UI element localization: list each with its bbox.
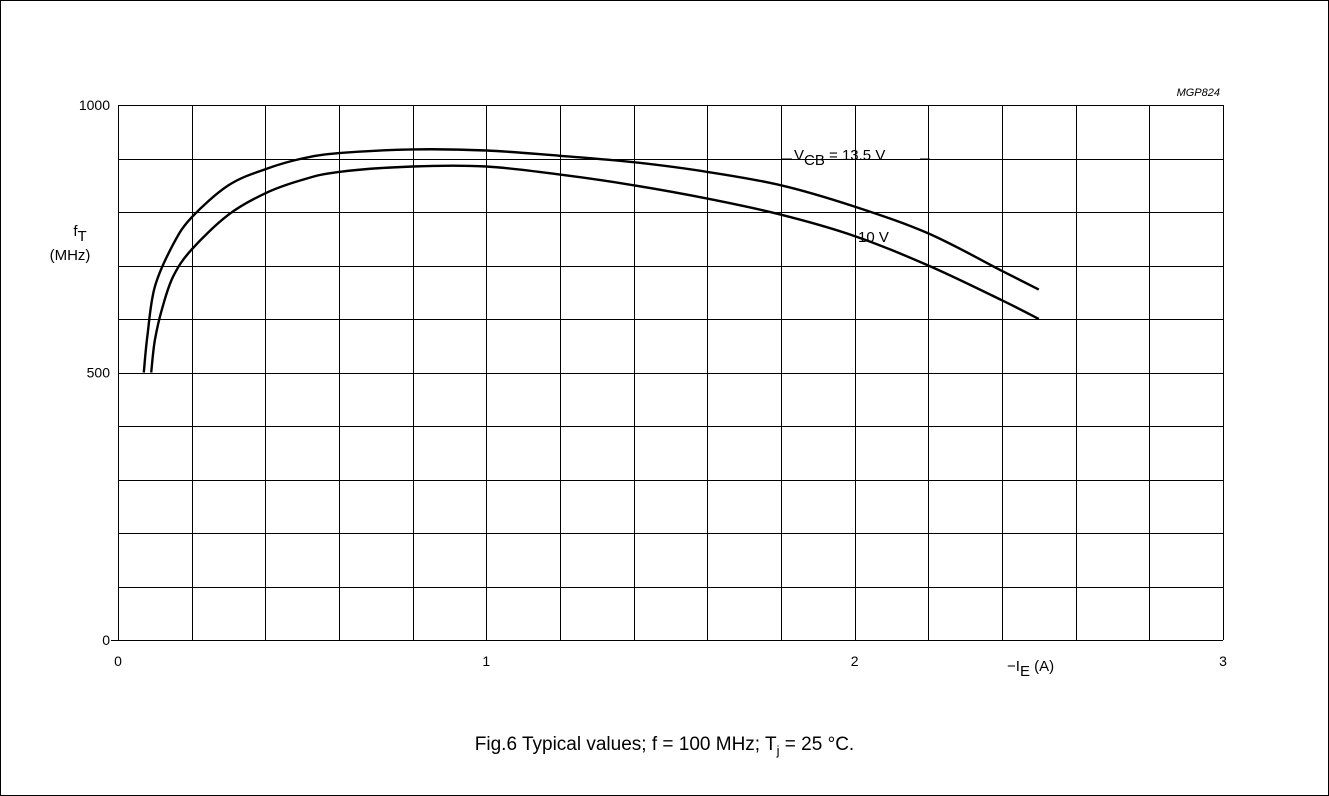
x-tick-label: 2 xyxy=(851,653,859,669)
x-tick-label: 3 xyxy=(1219,653,1227,669)
x-axis-label: −IE (A) xyxy=(1007,658,1054,680)
x-tick-label: 1 xyxy=(482,653,490,669)
figure-code: MGP824 xyxy=(1177,87,1220,99)
y-tick-label: 500 xyxy=(87,365,111,381)
series-label-vcb: VCB = 13.5 V xyxy=(782,147,930,169)
series-line-1 xyxy=(150,164,1040,373)
grid xyxy=(111,105,1224,641)
y-tick-label: 1000 xyxy=(79,97,110,113)
series-label-10v: 10 V xyxy=(858,229,889,246)
x-tick-label: 0 xyxy=(114,653,122,669)
series-curves xyxy=(142,148,1040,373)
y-axis-label: fT xyxy=(73,223,86,245)
y-tick-label: 0 xyxy=(102,632,110,648)
tick-labels: 0 1 2 3 0 500 1000 xyxy=(79,97,1227,669)
figure-caption: Fig.6 Typical values; f = 100 MHz; Tj = … xyxy=(474,734,855,758)
y-axis-unit: (MHz) xyxy=(50,247,91,264)
series-line-0 xyxy=(142,148,1040,373)
svg-text:VCB = 13.5 V: VCB = 13.5 V xyxy=(794,147,885,169)
